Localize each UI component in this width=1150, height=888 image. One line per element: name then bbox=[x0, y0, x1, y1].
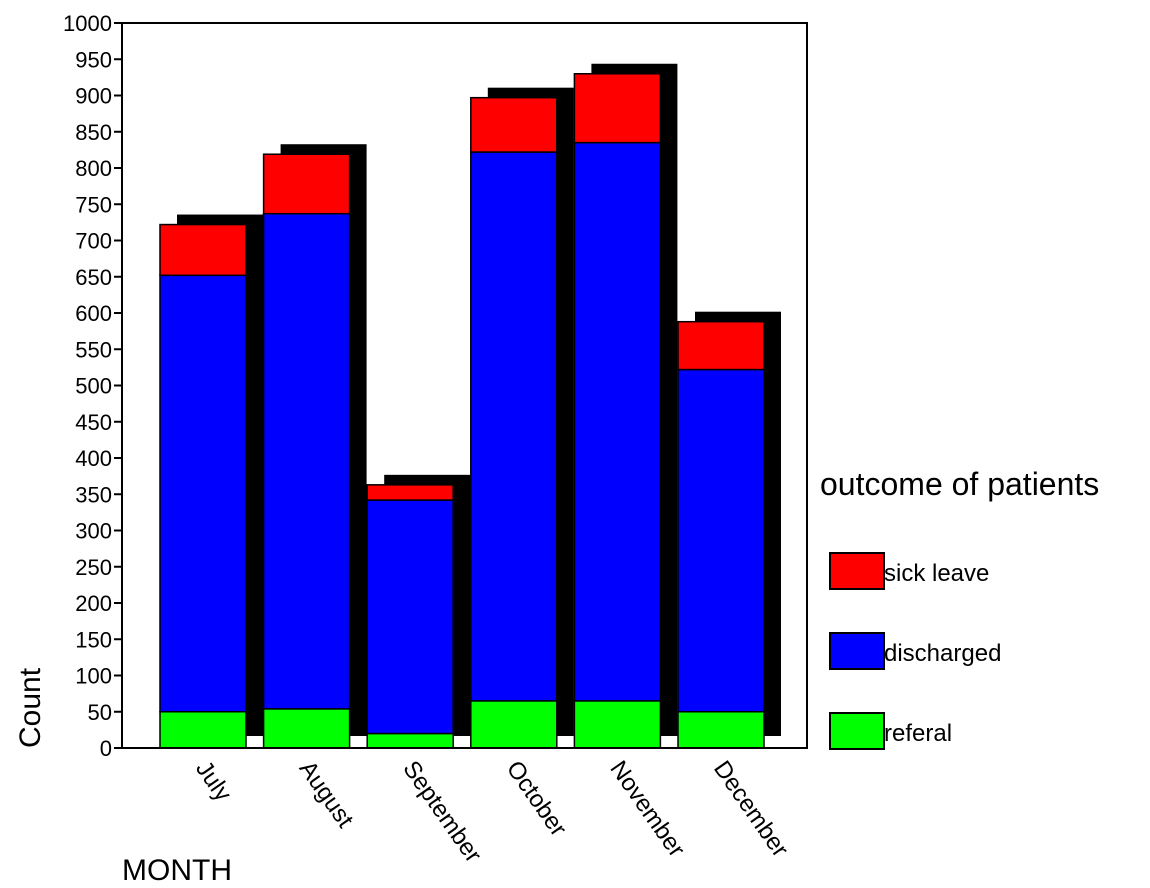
y-tick-label: 400 bbox=[75, 446, 112, 471]
bar-segment-referal-september bbox=[366, 732, 454, 749]
y-tick-label: 750 bbox=[75, 192, 112, 217]
legend-swatch-referal bbox=[829, 712, 885, 750]
bar-segment-sick-leave-december bbox=[677, 320, 765, 371]
y-tick-label: 800 bbox=[75, 156, 112, 181]
bar-segment-discharged-august bbox=[262, 212, 351, 710]
bar-segment-referal-august bbox=[262, 708, 351, 749]
x-labels-layer: July August September October November Decemb… bbox=[190, 756, 794, 868]
x-axis-title: MONTH bbox=[122, 854, 232, 883]
y-tick-label: 1000 bbox=[63, 11, 112, 36]
bar-segment-referal-november bbox=[573, 700, 662, 749]
bar-segment-discharged-november bbox=[573, 141, 662, 702]
y-tick-label: 550 bbox=[75, 337, 112, 362]
y-tick-label: 100 bbox=[75, 664, 112, 689]
x-tick-label: August bbox=[294, 756, 359, 833]
legend-swatch-discharged bbox=[829, 632, 885, 670]
y-axis-title: Count bbox=[14, 667, 47, 748]
bar-segment-referal-december bbox=[677, 711, 765, 749]
bar-segment-discharged-july bbox=[159, 274, 247, 713]
bar-segment-sick-leave-september bbox=[366, 484, 454, 501]
legend: outcome of patients sick leave discharged… bbox=[820, 466, 1099, 750]
y-tick-label: 450 bbox=[75, 410, 112, 435]
x-tick-label: July bbox=[190, 756, 237, 806]
y-tick-label: 50 bbox=[88, 700, 112, 725]
bar-segment-discharged-december bbox=[677, 368, 765, 713]
y-tick-label: 650 bbox=[75, 265, 112, 290]
y-tick-label: 950 bbox=[75, 47, 112, 72]
x-tick-label: October bbox=[501, 756, 572, 841]
bar-segment-sick-leave-october bbox=[470, 96, 558, 153]
bar-segment-referal-october bbox=[470, 700, 558, 749]
bar-segment-sick-leave-november bbox=[573, 73, 662, 144]
bar-segment-discharged-september bbox=[366, 499, 454, 735]
legend-title: outcome of patients bbox=[820, 466, 1099, 502]
legend-swatch-sick-leave bbox=[829, 552, 885, 590]
y-tick-label: 350 bbox=[75, 482, 112, 507]
x-tick-label: November bbox=[604, 756, 690, 862]
y-tick-label: 850 bbox=[75, 120, 112, 145]
bar-segment-referal-july bbox=[159, 711, 247, 749]
bar-segment-sick-leave-august bbox=[262, 153, 351, 215]
y-tick-label: 150 bbox=[75, 627, 112, 652]
legend-label: discharged bbox=[884, 640, 1001, 667]
x-tick-label: September bbox=[397, 756, 486, 868]
y-tick-label: 900 bbox=[75, 84, 112, 109]
legend-label: referal bbox=[884, 720, 952, 747]
y-tick-label: 700 bbox=[75, 229, 112, 254]
y-tick-label: 0 bbox=[100, 736, 112, 761]
y-tick-label: 600 bbox=[75, 301, 112, 326]
bar-segment-sick-leave-july bbox=[159, 223, 247, 277]
y-tick-label: 500 bbox=[75, 374, 112, 399]
bar-segment-discharged-october bbox=[470, 151, 558, 702]
y-tick-label: 250 bbox=[75, 555, 112, 580]
y-tick-label: 300 bbox=[75, 519, 112, 544]
y-tick-label: 200 bbox=[75, 591, 112, 616]
y-ticks-layer: 0 50 100 150 200 250 300 350 400 450 500 550 600 650 7… bbox=[63, 11, 122, 761]
legend-label: sick leave bbox=[884, 560, 989, 587]
x-tick-label: December bbox=[708, 756, 794, 862]
bars-layer bbox=[159, 63, 781, 749]
